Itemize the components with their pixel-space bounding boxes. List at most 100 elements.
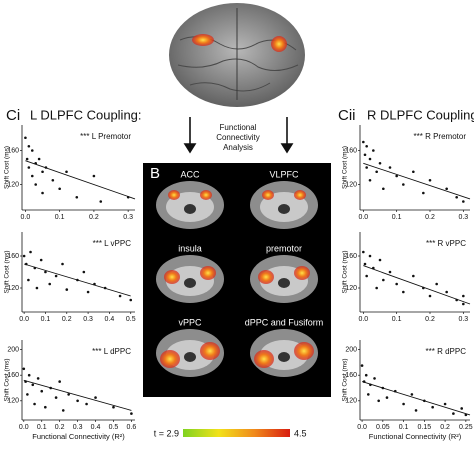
point	[94, 396, 97, 399]
region-label: ACC	[180, 169, 200, 179]
analysis-text: Analysis	[223, 143, 253, 152]
x-tick-label: 0.1	[392, 214, 402, 221]
y-tick-label: 120	[345, 285, 357, 292]
point	[76, 399, 79, 403]
point	[382, 278, 385, 282]
ventricle	[184, 352, 196, 362]
point	[382, 187, 385, 191]
trend-line	[363, 162, 471, 200]
x-tick-label: 0.5	[126, 316, 136, 323]
trend-line	[23, 379, 132, 411]
x-tick-label: 0.2	[62, 316, 72, 323]
activation	[164, 270, 180, 284]
point	[365, 144, 368, 148]
x-tick-label: 0.3	[458, 316, 468, 323]
point	[373, 377, 376, 380]
point	[26, 393, 29, 396]
point	[75, 195, 79, 199]
activation	[258, 270, 274, 284]
x-tick-label: 0.2	[89, 214, 99, 221]
y-axis-label: Shift Cost (ms)	[4, 359, 11, 402]
point	[367, 393, 370, 396]
activation	[294, 266, 310, 280]
panel-title: R DLPFC Coupling:	[367, 107, 474, 122]
point	[455, 195, 458, 199]
point	[48, 282, 52, 286]
point	[31, 383, 35, 387]
point	[86, 290, 90, 294]
y-axis-label: Shift Cost (ms)	[342, 251, 349, 294]
y-tick-label: 200	[7, 346, 19, 353]
activation	[262, 190, 274, 200]
y-tick-label: 120	[345, 181, 357, 188]
activation	[160, 350, 180, 368]
trend-line	[361, 381, 471, 416]
y-axis-label: Shift Cost (ms)	[342, 359, 349, 402]
point	[378, 161, 382, 165]
x-tick-label: 0.4	[105, 316, 115, 323]
point	[388, 166, 392, 169]
y-tick-label: 160	[345, 372, 357, 379]
point	[368, 254, 372, 258]
x-tick-label: 0.15	[418, 424, 432, 431]
point	[364, 373, 368, 377]
point	[27, 278, 30, 282]
point	[40, 389, 44, 393]
point	[30, 149, 34, 152]
point	[39, 258, 43, 262]
point	[412, 274, 415, 278]
activation	[200, 342, 220, 360]
point	[44, 270, 47, 274]
y-tick-label: 120	[345, 398, 357, 405]
ventricle	[184, 204, 196, 214]
activation	[200, 190, 212, 200]
point	[395, 282, 398, 286]
point	[30, 174, 34, 178]
x-tick-label: 0.2	[55, 424, 65, 431]
y-tick-label: 160	[345, 147, 357, 154]
point	[368, 157, 372, 161]
y-tick-label: 200	[345, 346, 357, 353]
point	[428, 178, 432, 182]
point	[368, 178, 372, 182]
point	[41, 191, 44, 195]
x-axis-label: Functional Connectivity (R²)	[369, 432, 462, 441]
point	[462, 302, 465, 306]
region-label: VLPFC	[269, 169, 299, 179]
point	[445, 290, 448, 294]
x-tick-label: 0.0	[357, 424, 367, 431]
panel-label: Ci	[6, 107, 20, 124]
y-tick-label: 120	[7, 398, 19, 405]
point	[378, 258, 382, 262]
point	[54, 274, 58, 278]
point	[388, 270, 392, 274]
y-tick-label: 160	[7, 372, 19, 379]
ventricle	[278, 278, 290, 288]
point	[445, 187, 448, 191]
point	[35, 286, 39, 290]
point	[27, 373, 31, 377]
point	[129, 298, 133, 302]
point	[61, 262, 64, 266]
point	[402, 290, 405, 294]
y-tick-label: 120	[7, 181, 19, 188]
point	[82, 270, 86, 274]
point	[112, 405, 115, 409]
point	[372, 149, 375, 152]
y-axis-label: Shift Cost (ms)	[4, 146, 11, 189]
x-tick-label: 0.0	[19, 316, 29, 323]
point	[365, 274, 368, 278]
point	[67, 393, 70, 396]
ventricle	[278, 352, 290, 362]
x-tick-label: 0.1	[399, 424, 409, 431]
annotation: *** L dPPC	[92, 347, 131, 356]
point	[462, 200, 465, 203]
x-tick-label: 0.2	[425, 214, 435, 221]
point	[402, 402, 405, 406]
point	[431, 405, 434, 409]
x-tick-label: 0.25	[459, 424, 473, 431]
point	[363, 262, 367, 266]
annotation: *** L Premotor	[80, 132, 131, 141]
region-label: dPPC and Fusiform	[245, 317, 324, 327]
